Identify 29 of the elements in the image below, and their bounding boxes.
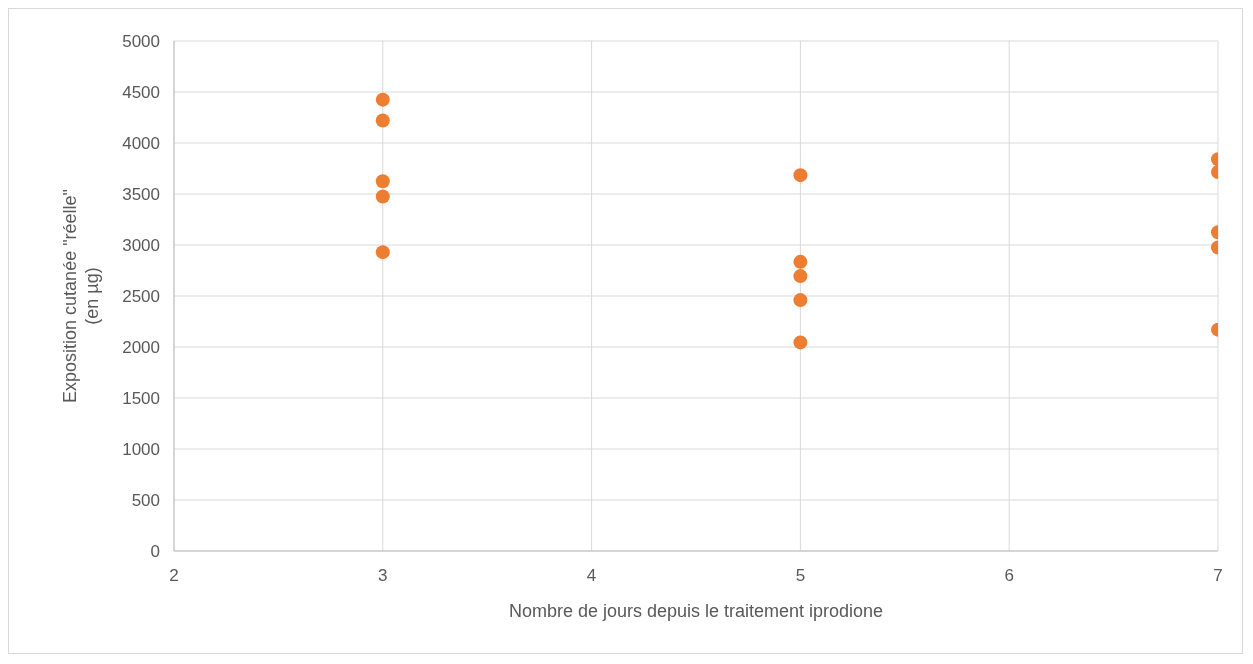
x-tick-label: 6 bbox=[1004, 566, 1014, 586]
point bbox=[375, 245, 390, 260]
y-tick-label: 500 bbox=[131, 491, 160, 511]
x-tick-label: 2 bbox=[169, 566, 179, 586]
y-tick-label: 2000 bbox=[122, 338, 160, 358]
x-tick-label: 5 bbox=[795, 566, 806, 586]
y-tick-label: 5000 bbox=[122, 32, 160, 52]
point bbox=[793, 269, 808, 284]
y-tick-label: 3500 bbox=[122, 185, 160, 205]
x-tick-label: 4 bbox=[586, 566, 597, 586]
point bbox=[793, 293, 808, 308]
point bbox=[375, 174, 390, 189]
y-tick-label: 4000 bbox=[122, 134, 160, 154]
point bbox=[375, 189, 390, 204]
y-axis-title: Exposition cutanée "réelle" (en µg) bbox=[60, 189, 102, 403]
y-tick-label: 2500 bbox=[122, 287, 160, 307]
y-tick-label: 4500 bbox=[122, 83, 160, 103]
y-tick-label: 1000 bbox=[122, 440, 160, 460]
y-tick-label: 0 bbox=[150, 542, 160, 562]
point bbox=[793, 168, 808, 183]
x-axis-title: Nombre de jours depuis le traitement iprodione bbox=[508, 601, 884, 621]
x-tick-label: 7 bbox=[1213, 566, 1223, 586]
point bbox=[793, 335, 808, 350]
y-tick-label: 1500 bbox=[122, 389, 160, 409]
point bbox=[793, 254, 808, 269]
y-tick-label: 3000 bbox=[122, 236, 160, 256]
x-tick-label: 3 bbox=[378, 566, 388, 586]
point bbox=[375, 113, 390, 128]
point bbox=[375, 92, 390, 107]
